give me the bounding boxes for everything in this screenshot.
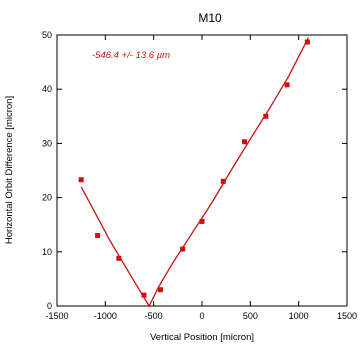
data-point bbox=[263, 113, 269, 119]
y-tick-label: 20 bbox=[42, 193, 52, 203]
y-axis-label: Horizontal Orbit Difference [micron] bbox=[4, 96, 15, 244]
data-point bbox=[78, 177, 84, 183]
y-tick-label: 30 bbox=[42, 138, 52, 148]
x-tick-label: 1000 bbox=[289, 311, 309, 321]
x-axis-label: Vertical Position [micron] bbox=[150, 332, 254, 343]
data-point bbox=[304, 39, 310, 45]
y-tick-label: 0 bbox=[47, 301, 52, 311]
chart-title: M10 bbox=[198, 11, 222, 25]
x-tick-label: -500 bbox=[145, 311, 163, 321]
fit-curve-group bbox=[80, 37, 309, 308]
fit-annotation: -546.4 +/- 13.6 µm bbox=[92, 50, 170, 61]
data-point bbox=[242, 139, 248, 145]
x-tick-label: -1000 bbox=[94, 311, 117, 321]
y-tick-label: 40 bbox=[42, 84, 52, 94]
data-point bbox=[157, 287, 163, 293]
data-point bbox=[116, 255, 122, 261]
y-tick-label: 10 bbox=[42, 247, 52, 257]
x-tick-label: 500 bbox=[243, 311, 258, 321]
data-points bbox=[78, 39, 310, 298]
x-tick-label: -1500 bbox=[45, 311, 68, 321]
y-tick-label: 50 bbox=[42, 30, 52, 40]
x-tick-label: 1500 bbox=[337, 311, 357, 321]
data-point bbox=[95, 233, 101, 239]
plot-frame bbox=[56, 34, 348, 307]
data-point bbox=[220, 178, 226, 184]
x-tick-label: 0 bbox=[199, 311, 204, 321]
data-point bbox=[141, 292, 147, 298]
axis-ticks: -1500 -1000 -500 0 500 1000 1500 0 10 20 30 40 50 bbox=[42, 30, 357, 321]
data-point bbox=[180, 246, 186, 252]
data-point bbox=[284, 82, 290, 88]
data-point bbox=[199, 218, 205, 224]
fit-curve bbox=[80, 37, 309, 308]
